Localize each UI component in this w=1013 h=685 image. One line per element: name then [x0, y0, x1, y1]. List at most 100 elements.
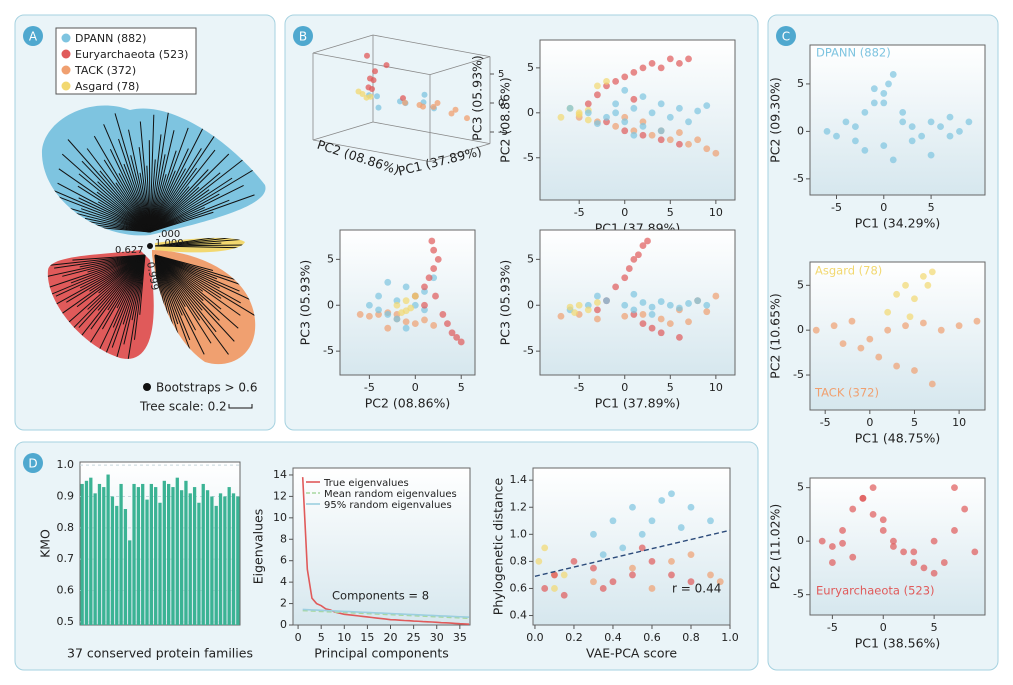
bar — [123, 509, 128, 625]
point — [571, 309, 579, 316]
branch — [138, 147, 151, 233]
branch — [66, 254, 146, 325]
point — [849, 505, 857, 513]
point — [421, 301, 428, 309]
point — [411, 292, 419, 300]
y-tick-label: 0 — [797, 323, 804, 336]
point — [830, 322, 838, 330]
branch — [72, 254, 146, 348]
point — [612, 77, 620, 85]
bar — [106, 474, 110, 625]
point — [924, 281, 932, 289]
branch — [149, 154, 166, 233]
point — [384, 278, 392, 286]
branch — [154, 254, 241, 304]
panel-letter: B — [299, 30, 307, 44]
branch — [149, 148, 202, 233]
point — [694, 136, 702, 144]
bar — [128, 540, 132, 625]
branch — [54, 254, 146, 320]
y-tick-label: 2 — [280, 597, 287, 610]
point — [703, 145, 711, 153]
point — [439, 311, 447, 318]
point — [685, 118, 692, 126]
bar — [162, 480, 166, 625]
point — [890, 543, 897, 550]
point — [676, 59, 683, 67]
branch — [155, 245, 245, 249]
z-axis-label: PC3 (05.93%) — [470, 55, 485, 141]
point — [629, 564, 636, 572]
branch — [149, 177, 233, 233]
point — [694, 297, 702, 305]
point — [421, 283, 428, 291]
clade-branches — [154, 254, 256, 365]
branch — [149, 130, 175, 233]
point — [575, 109, 583, 117]
y-tick-label: 6 — [280, 554, 287, 567]
y-tick-label: 5 — [527, 61, 534, 74]
point — [639, 320, 647, 328]
point — [956, 127, 963, 135]
point — [639, 299, 647, 306]
point — [889, 156, 897, 164]
point — [973, 317, 981, 325]
branch — [103, 124, 151, 233]
point — [374, 93, 380, 100]
x-tick-label: 25 — [407, 631, 421, 644]
point — [594, 120, 601, 127]
point — [716, 578, 724, 586]
point — [866, 335, 874, 343]
branch — [99, 254, 146, 359]
branch — [58, 168, 151, 233]
plot-area — [809, 477, 986, 616]
point — [383, 62, 390, 69]
point — [823, 127, 831, 135]
branch — [111, 254, 146, 348]
point — [421, 91, 428, 98]
point — [402, 307, 410, 315]
branch — [126, 254, 146, 359]
x-tick-label: 0 — [880, 201, 887, 214]
x-tick-label: 0.8 — [682, 631, 700, 644]
point — [648, 324, 656, 332]
branch — [86, 148, 151, 233]
point — [703, 308, 711, 316]
point — [884, 326, 892, 334]
x-tick-label: 5 — [911, 416, 918, 429]
point — [612, 122, 620, 130]
branch — [78, 173, 151, 233]
point — [644, 237, 651, 245]
y-tick-label: 0.8 — [510, 554, 528, 567]
plot-area — [809, 44, 986, 196]
point — [375, 104, 382, 111]
tree-scale: Tree scale: 0.2 — [139, 400, 227, 414]
clade-area — [41, 105, 266, 236]
point — [839, 527, 846, 534]
branch — [101, 254, 146, 330]
x-tick-label: 0 — [412, 381, 419, 394]
bar — [102, 487, 106, 625]
point — [893, 362, 901, 370]
point — [666, 320, 674, 328]
x-tick-label: -5 — [364, 381, 375, 394]
y-tick-label: 0 — [527, 298, 534, 311]
x-tick-label: 5 — [458, 381, 465, 394]
bar — [110, 496, 115, 625]
plot-area — [292, 467, 471, 626]
point — [859, 494, 867, 502]
point — [899, 109, 907, 116]
point — [364, 52, 370, 59]
point — [657, 136, 665, 144]
point — [828, 559, 836, 566]
point — [889, 71, 897, 78]
branch — [118, 138, 151, 233]
point — [430, 322, 438, 329]
bar — [231, 493, 236, 625]
y-tick-label: 1.0 — [510, 527, 528, 540]
point — [639, 93, 647, 101]
y-tick-label: -5 — [523, 344, 534, 357]
point — [852, 123, 859, 131]
point — [687, 503, 695, 511]
point — [648, 59, 656, 67]
